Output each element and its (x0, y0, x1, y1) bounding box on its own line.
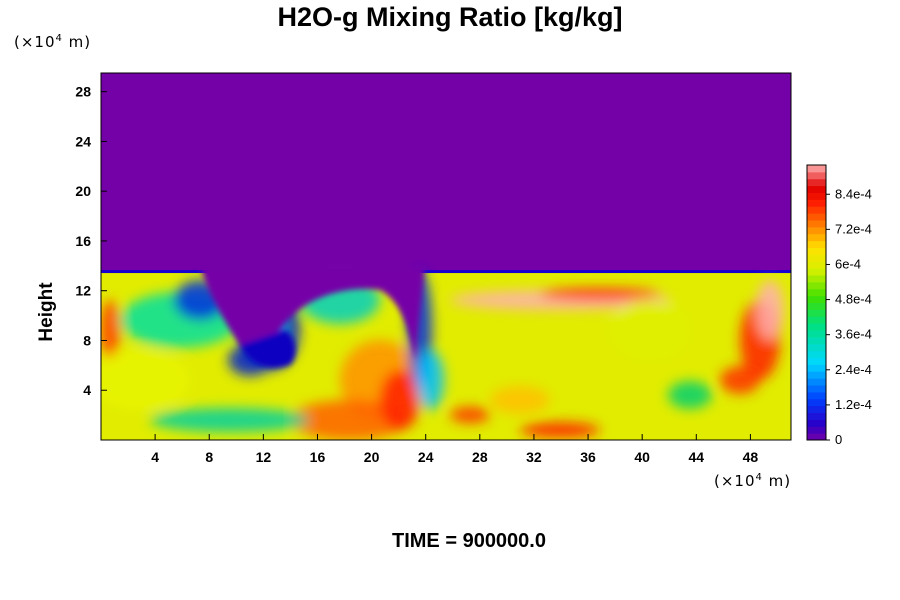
colorbar-segment (807, 185, 826, 193)
colorbar-segment (807, 240, 826, 248)
colorbar-segment (807, 247, 826, 255)
colorbar-tick-label: 7.2e-4 (835, 221, 872, 236)
colorbar-segment (807, 275, 826, 283)
x-tick-label: 24 (418, 449, 434, 465)
x-tick-label: 44 (689, 449, 705, 465)
colorbar-segment (807, 371, 826, 379)
plot-frame (100, 72, 792, 441)
y-tick-label: 16 (75, 233, 91, 249)
colorbar-segment (807, 199, 826, 207)
colorbar-segment (807, 405, 826, 413)
colorbar-tick-label: 1.2e-4 (835, 397, 872, 412)
colorbar-segment (807, 316, 826, 324)
colorbar-segment (807, 171, 826, 180)
colorbar-tick-label: 6e-4 (835, 256, 861, 271)
colorbar-segment (807, 261, 826, 269)
x-tick-label: 36 (580, 449, 596, 465)
y-tick-label: 28 (75, 84, 91, 100)
y-axis-ticks: 4 8 12 16 20 24 28 (75, 84, 107, 398)
colorbar-segment (807, 350, 826, 358)
colorbar-tick-label: 2.4e-4 (835, 362, 872, 377)
colorbar-segment (807, 364, 826, 372)
colorbar-segment (807, 281, 826, 290)
colorbar-segment (807, 330, 826, 338)
x-tick-label: 12 (256, 449, 272, 465)
moist-top-edge (101, 270, 791, 275)
plot-area (101, 73, 791, 440)
x-tick-label: 48 (743, 449, 759, 465)
colorbar-tick-label: 3.6e-4 (835, 327, 872, 342)
colorbar: 0 1.2e-4 2.4e-4 3.6e-4 4.8e-4 6e-4 7.2e-4 8.4e-… (806, 164, 872, 447)
y-tick-label: 20 (75, 183, 91, 199)
dry-intrusions (200, 265, 425, 368)
colorbar-segment (807, 391, 826, 400)
colorbar-segment (807, 302, 826, 310)
colorbar-segment (807, 220, 826, 228)
colorbar-tick-label: 0 (835, 432, 842, 447)
colorbar-segment (807, 295, 826, 303)
colorbar-segment (807, 343, 826, 352)
colorbar-segment (807, 206, 826, 214)
x-tick-label: 8 (205, 449, 213, 465)
colorbar-segment (807, 165, 826, 173)
y-tick-label: 24 (75, 133, 91, 149)
colorbar-segment (807, 419, 826, 427)
x-tick-label: 16 (310, 449, 326, 465)
colorbar-segment (807, 398, 826, 407)
x-tick-label: 40 (634, 449, 650, 465)
y-tick-label: 4 (83, 382, 91, 398)
y-tick-label: 12 (75, 283, 91, 299)
y-axis-unit: (×104 m) (14, 33, 92, 51)
colorbar-segment (807, 192, 826, 200)
colorbar-segment (807, 213, 826, 221)
colorbar-segment (807, 378, 826, 386)
colorbar-frame (806, 164, 827, 441)
x-tick-label: 28 (472, 449, 488, 465)
colorbar-segment (807, 309, 826, 317)
colorbar-segment (807, 226, 826, 235)
y-tick-label: 8 (83, 332, 91, 348)
x-tick-label: 4 (151, 449, 159, 465)
x-axis-ticks: 4 8 12 16 20 24 28 32 36 40 44 48 (151, 434, 758, 465)
colorbar-segment (807, 178, 826, 187)
x-tick-label: 20 (364, 449, 380, 465)
colorbar-segment (807, 288, 826, 297)
chart-title: H2O-g Mixing Ratio [kg/kg] (277, 2, 623, 32)
x-axis-unit: (×104 m) (714, 472, 792, 490)
moist-region (101, 265, 791, 440)
colorbar-segment (807, 433, 826, 441)
colorbar-segment (807, 357, 826, 365)
colorbar-segment (807, 412, 826, 420)
colorbar-tick-label: 4.8e-4 (835, 292, 872, 307)
colorbar-segment (807, 426, 826, 434)
colorbar-segment (807, 323, 826, 331)
x-tick-label: 32 (526, 449, 542, 465)
colorbar-segment (807, 385, 826, 393)
colorbar-segment (807, 233, 826, 242)
colorbar-tick-label: 8.4e-4 (835, 186, 872, 201)
colorbar-segment (807, 336, 826, 345)
time-caption: TIME = 900000.0 (392, 530, 546, 552)
colorbar-segment (807, 254, 826, 262)
colorbar-segment (807, 268, 826, 276)
